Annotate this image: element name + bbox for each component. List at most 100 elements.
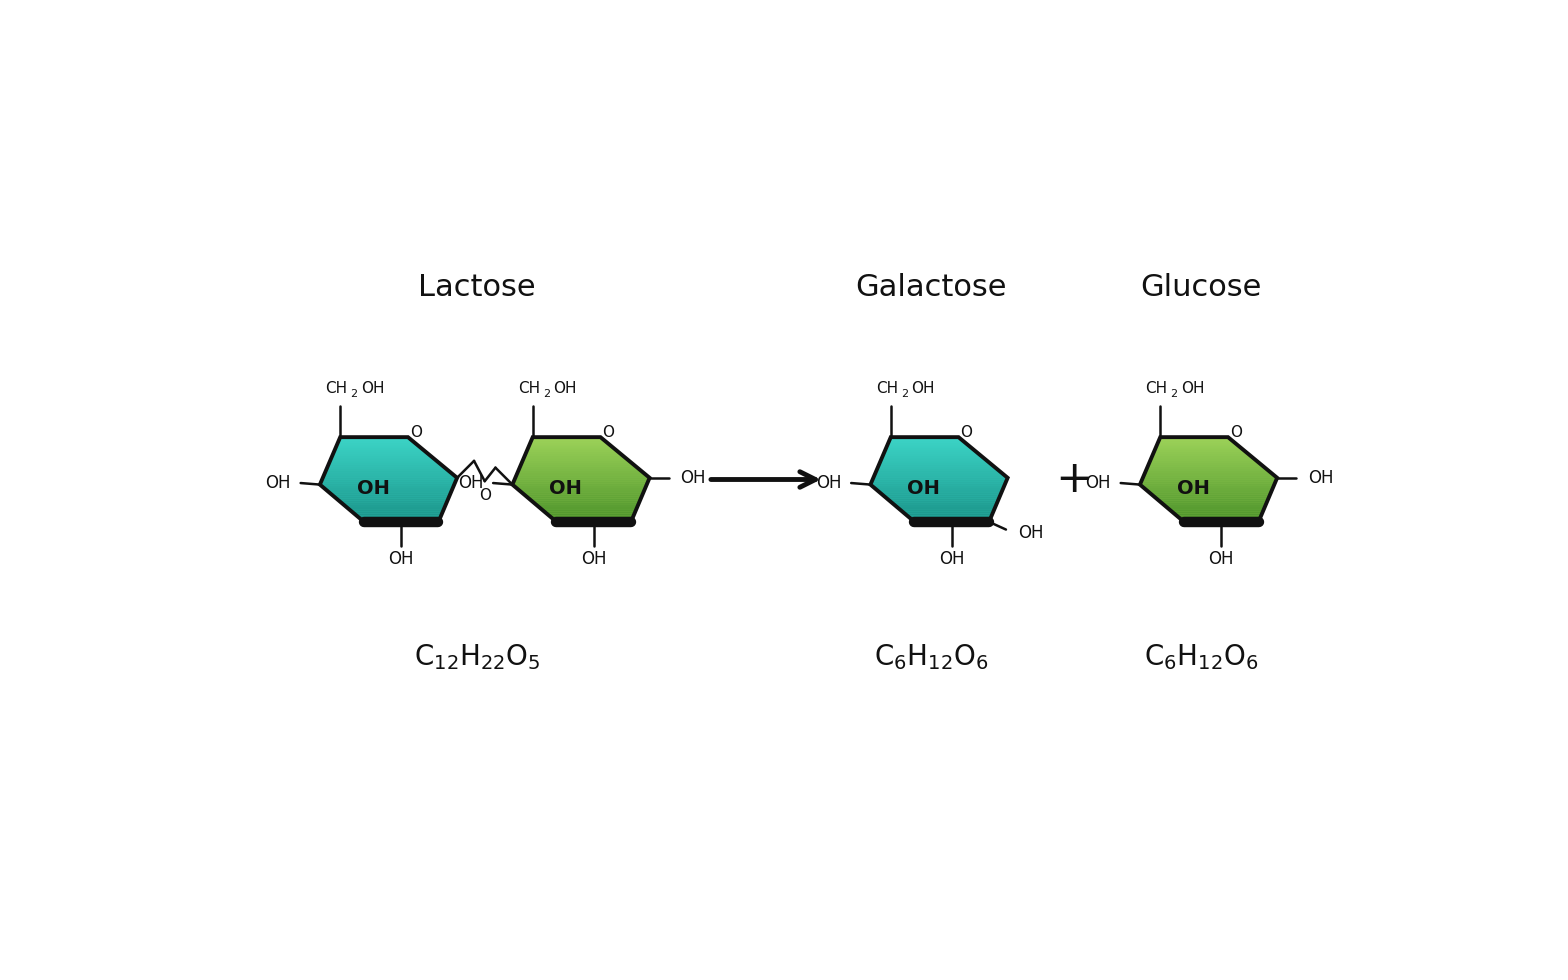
- Text: Galactose: Galactose: [856, 272, 1007, 302]
- Text: OH: OH: [554, 380, 577, 396]
- Polygon shape: [331, 459, 436, 461]
- Polygon shape: [554, 519, 632, 522]
- Polygon shape: [337, 441, 416, 444]
- Polygon shape: [881, 457, 985, 459]
- Polygon shape: [875, 488, 1004, 490]
- Polygon shape: [1151, 457, 1253, 459]
- Polygon shape: [1181, 519, 1259, 522]
- Polygon shape: [1149, 461, 1259, 463]
- Polygon shape: [362, 519, 439, 522]
- Polygon shape: [900, 510, 994, 512]
- Polygon shape: [552, 517, 633, 519]
- Polygon shape: [325, 488, 453, 490]
- Polygon shape: [521, 463, 633, 465]
- Text: O: O: [602, 425, 615, 440]
- Polygon shape: [1151, 459, 1256, 461]
- Text: CH: CH: [325, 380, 348, 396]
- Polygon shape: [527, 448, 616, 450]
- Polygon shape: [1167, 507, 1265, 510]
- Polygon shape: [525, 452, 621, 454]
- Polygon shape: [906, 515, 991, 517]
- Polygon shape: [875, 473, 1005, 475]
- Polygon shape: [320, 481, 455, 484]
- Text: O: O: [409, 425, 422, 440]
- Polygon shape: [1151, 494, 1270, 497]
- Text: 2: 2: [1170, 389, 1178, 399]
- Polygon shape: [328, 463, 441, 465]
- Polygon shape: [546, 514, 635, 515]
- Text: O: O: [960, 425, 972, 440]
- Polygon shape: [541, 510, 637, 512]
- Text: Glucose: Glucose: [1140, 272, 1262, 302]
- Polygon shape: [1154, 448, 1243, 450]
- Polygon shape: [516, 475, 649, 477]
- Text: +: +: [1055, 458, 1093, 501]
- Polygon shape: [524, 494, 643, 497]
- Polygon shape: [887, 499, 999, 501]
- Polygon shape: [1146, 490, 1272, 492]
- Text: CH: CH: [517, 380, 539, 396]
- Polygon shape: [521, 465, 637, 466]
- Polygon shape: [1156, 446, 1240, 448]
- Polygon shape: [519, 490, 644, 492]
- Polygon shape: [325, 471, 452, 473]
- Polygon shape: [1154, 450, 1247, 452]
- Polygon shape: [905, 514, 993, 515]
- Polygon shape: [544, 512, 635, 514]
- Polygon shape: [329, 492, 452, 494]
- Text: OH: OH: [389, 550, 414, 567]
- Polygon shape: [1157, 499, 1269, 501]
- Polygon shape: [875, 471, 1002, 473]
- Polygon shape: [1176, 515, 1261, 517]
- Polygon shape: [1140, 484, 1275, 486]
- Polygon shape: [354, 514, 442, 515]
- Text: C$_6$H$_{12}$O$_6$: C$_6$H$_{12}$O$_6$: [873, 642, 989, 671]
- Polygon shape: [516, 473, 646, 475]
- Text: OH: OH: [549, 479, 582, 498]
- Text: 2: 2: [900, 389, 908, 399]
- Polygon shape: [887, 444, 969, 446]
- Polygon shape: [1142, 479, 1276, 481]
- Polygon shape: [336, 446, 420, 448]
- Polygon shape: [522, 492, 643, 494]
- Polygon shape: [873, 475, 1007, 477]
- Polygon shape: [1170, 510, 1264, 512]
- Polygon shape: [536, 505, 638, 507]
- Polygon shape: [323, 475, 456, 477]
- Polygon shape: [326, 466, 447, 468]
- Polygon shape: [902, 512, 994, 514]
- Polygon shape: [513, 481, 648, 484]
- Polygon shape: [528, 444, 610, 446]
- Polygon shape: [1142, 486, 1273, 488]
- Polygon shape: [889, 501, 997, 503]
- Text: CH: CH: [1145, 380, 1168, 396]
- Polygon shape: [872, 486, 1004, 488]
- Polygon shape: [524, 457, 626, 459]
- Polygon shape: [530, 441, 608, 444]
- Polygon shape: [522, 461, 632, 463]
- Polygon shape: [1145, 471, 1272, 473]
- Polygon shape: [1162, 503, 1267, 505]
- Polygon shape: [517, 468, 641, 471]
- Polygon shape: [886, 446, 971, 448]
- Polygon shape: [894, 505, 996, 507]
- Polygon shape: [897, 507, 996, 510]
- Polygon shape: [535, 503, 640, 505]
- Polygon shape: [1145, 488, 1273, 490]
- Text: OH: OH: [1209, 550, 1234, 567]
- Polygon shape: [514, 477, 649, 479]
- Polygon shape: [1142, 477, 1276, 479]
- Text: OH: OH: [1085, 474, 1110, 492]
- Polygon shape: [321, 486, 453, 488]
- Polygon shape: [525, 454, 624, 457]
- Polygon shape: [527, 450, 618, 452]
- Polygon shape: [337, 444, 419, 446]
- Polygon shape: [1154, 497, 1269, 499]
- Polygon shape: [1152, 452, 1248, 454]
- Polygon shape: [329, 461, 439, 463]
- Polygon shape: [1149, 492, 1272, 494]
- Text: OH: OH: [361, 380, 384, 396]
- Polygon shape: [527, 497, 641, 499]
- Polygon shape: [877, 466, 997, 468]
- Polygon shape: [1146, 466, 1267, 468]
